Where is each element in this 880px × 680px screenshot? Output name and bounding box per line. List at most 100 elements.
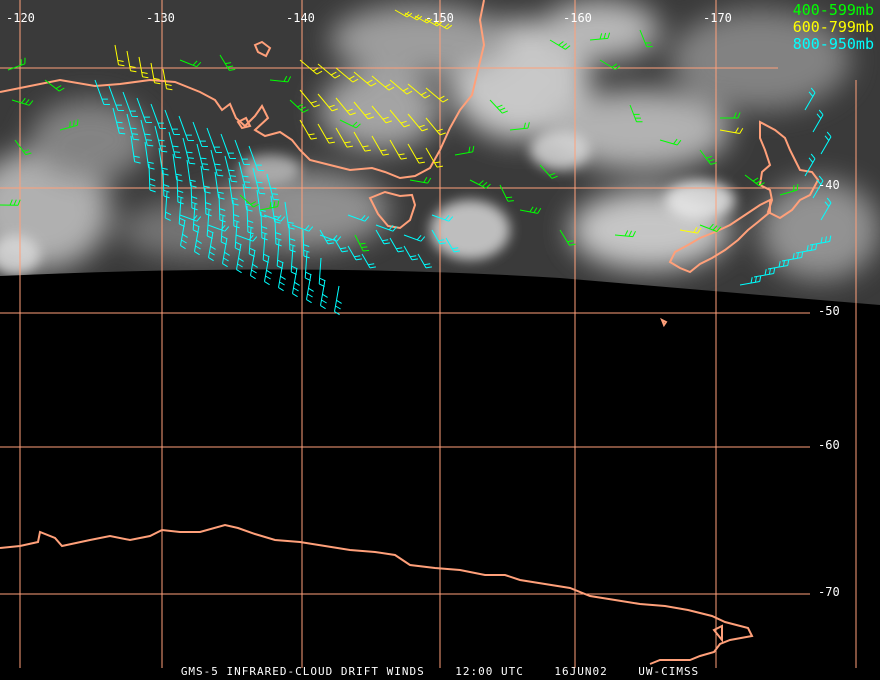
wind-barb [353,71,377,87]
wind-barb [489,99,508,114]
legend-600-799: 600-799mb [792,18,874,36]
wind-barb [629,104,643,123]
wind-barb [320,279,328,310]
wind-barb [219,54,236,71]
wind-barb [59,119,79,131]
lon-label: -150 [425,11,454,25]
wind-barb [820,131,832,155]
wind-barb [334,285,342,316]
wind-barb [389,139,407,160]
wind-barb [317,93,338,112]
wind-barb [659,138,682,146]
wind-barb [218,193,226,223]
wind-barb [425,117,446,136]
wind-barb [168,131,182,159]
wind-barb [403,245,418,261]
wind-barb [180,219,188,250]
caption-time: 12:00 UTC [455,665,524,678]
wind-barb [539,164,558,179]
wind-barb [304,251,312,281]
wind-barb [335,67,359,83]
wind-barb [44,79,65,92]
wind-barb [94,79,110,105]
wind-barb [138,56,149,79]
wind-barb [164,109,180,135]
wind-barb [679,227,702,234]
wind-barb [353,131,371,152]
wind-barb [162,169,170,199]
wind-barb [371,75,395,91]
wind-barb [182,137,196,165]
wind-barb [164,191,172,221]
wind-barb [259,200,280,211]
wind-barb [206,127,222,153]
wind-barbs [0,9,832,316]
wind-barb [753,267,776,278]
wind-barb [186,159,197,188]
wind-barb [454,145,475,156]
wind-barb [7,57,26,71]
lat-label: -40 [818,178,840,192]
wind-barb [614,230,636,238]
wind-barb [0,199,21,206]
wind-barb [289,99,309,113]
wind-barb [290,245,298,275]
wind-barb [192,121,208,147]
wind-barb [234,139,250,165]
wind-barb [639,29,653,48]
lon-label: -120 [6,11,35,25]
wind-barb [407,83,431,99]
wind-barb [499,184,514,202]
wind-barb [158,147,169,176]
wind-barb [291,224,314,232]
wind-barb [284,201,295,230]
lat-label: -60 [818,438,840,452]
wind-barb [208,231,216,262]
wind-barb [699,149,717,165]
wind-barb [589,32,611,41]
wind-barb [207,224,230,232]
wind-barb [126,50,137,73]
wind-barb [154,125,168,153]
caption-product: GMS-5 INFRARED-CLOUD DRIFT WINDS [180,665,425,678]
wind-barb [804,153,816,177]
wind-barb [292,267,300,298]
wind-barb [409,177,432,184]
wind-barb [317,63,341,79]
australia-coastline [0,0,486,180]
wind-barb [445,237,460,253]
wind-barb [190,181,198,211]
wind-barb [210,149,224,177]
wind-barb [194,225,202,256]
wind-barb [246,205,254,235]
wind-barb [236,243,244,274]
wind-barb [519,206,542,214]
wind-barb [248,227,256,257]
wind-barb [224,155,238,183]
lat-label: -50 [818,304,840,318]
wind-barb [353,101,374,120]
wind-barb [140,119,154,147]
wind-barb [767,259,790,270]
wind-barb [820,197,832,221]
coastlines [0,0,820,665]
wind-barb [318,257,326,287]
wind-barb [232,199,240,229]
wind-barb [744,174,765,187]
wind-barb [176,175,184,205]
wind-barb [804,87,816,111]
wind-barb [238,161,252,189]
wind-barb [278,261,286,292]
wind-barb [699,223,722,232]
pressure-legend: 400-599mb 600-799mb 800-950mb [793,2,874,53]
wind-barb [266,173,280,201]
wind-barb [269,75,292,83]
wind-barb [389,79,413,95]
wind-barb [252,167,266,195]
caption-source: UW-CIMSS [638,665,700,678]
wind-barb [228,177,239,206]
wind-barb [196,143,210,171]
wind-barb [739,275,762,286]
